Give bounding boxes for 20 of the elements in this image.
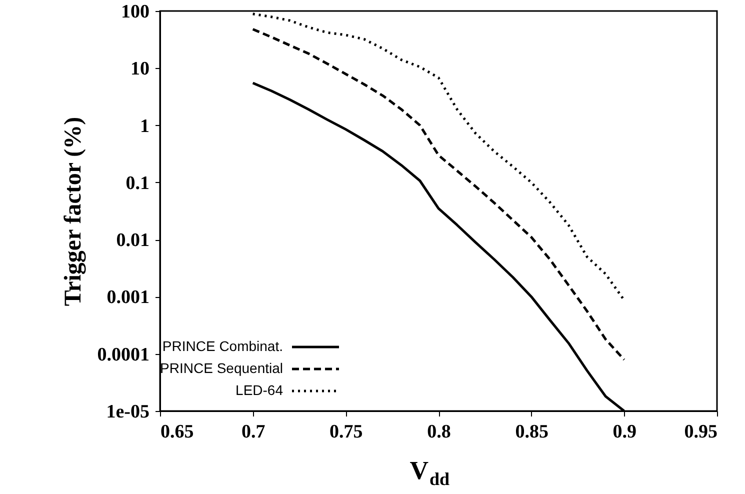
y-tick-label: 1e-05	[106, 402, 150, 422]
line-series	[252, 12, 626, 302]
x-tick-label: 0.9	[612, 422, 637, 442]
y-tick-label: 1	[140, 116, 150, 137]
x-tick-label: 0.7	[241, 422, 266, 442]
x-tick-label: 0.85	[515, 422, 548, 442]
y-tick-label: 10	[130, 58, 150, 80]
y-tick-label: 0.1	[126, 172, 150, 194]
legend-label: PRINCE Sequential	[160, 360, 283, 376]
legend-label: PRINCE Combinat.	[162, 338, 283, 354]
legend-label: LED-64	[236, 382, 284, 398]
y-tick-label: 0.001	[106, 287, 150, 308]
x-tick-label: 0.75	[330, 422, 363, 442]
x-tick-label: 0.65	[160, 422, 194, 442]
y-axis-title: Trigger factor (%)	[60, 116, 86, 306]
y-tick-label: 0.01	[116, 230, 150, 252]
y-tick-label: 100	[121, 2, 150, 22]
y-tick-label: 0.0001	[97, 344, 150, 366]
x-tick-label: 0.95	[684, 422, 718, 442]
x-tick-label: 0.8	[427, 422, 451, 442]
